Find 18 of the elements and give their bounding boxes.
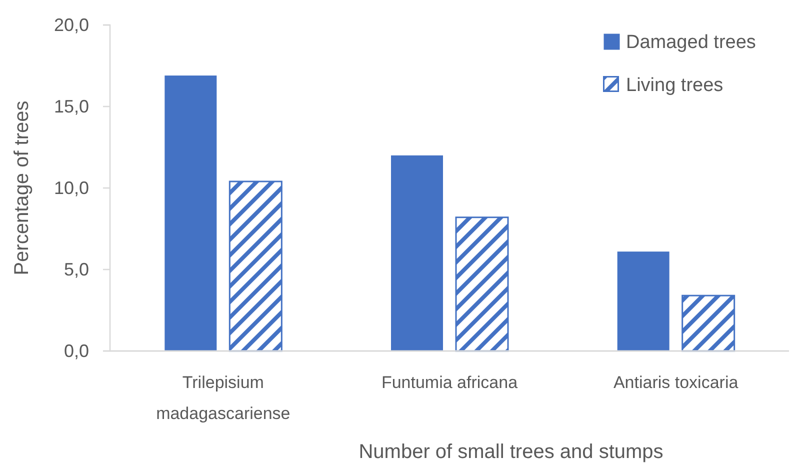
legend-label: Living trees xyxy=(626,75,724,96)
y-tick-label: 0,0 xyxy=(64,340,89,361)
y-tick-label: 20,0 xyxy=(54,14,89,35)
y-tick-label: 15,0 xyxy=(54,96,89,116)
x-tick-label: Antiaris toxicaria xyxy=(613,373,739,392)
y-tick-label: 10,0 xyxy=(54,178,89,198)
bar xyxy=(682,294,736,352)
x-tick-label: Trilepisium madagascariense xyxy=(156,373,290,423)
x-axis-title: Number of small trees and stumps xyxy=(358,441,664,463)
bar xyxy=(617,252,670,351)
bar xyxy=(391,155,443,351)
bar xyxy=(164,76,217,351)
bar xyxy=(455,216,509,352)
y-tick-label: 5,0 xyxy=(64,259,89,280)
y-axis-title: Percentage of trees xyxy=(11,100,33,276)
x-tick-label: Funtumia africana xyxy=(381,373,518,392)
legend-label: Damaged trees xyxy=(626,32,756,53)
bar xyxy=(228,180,282,352)
